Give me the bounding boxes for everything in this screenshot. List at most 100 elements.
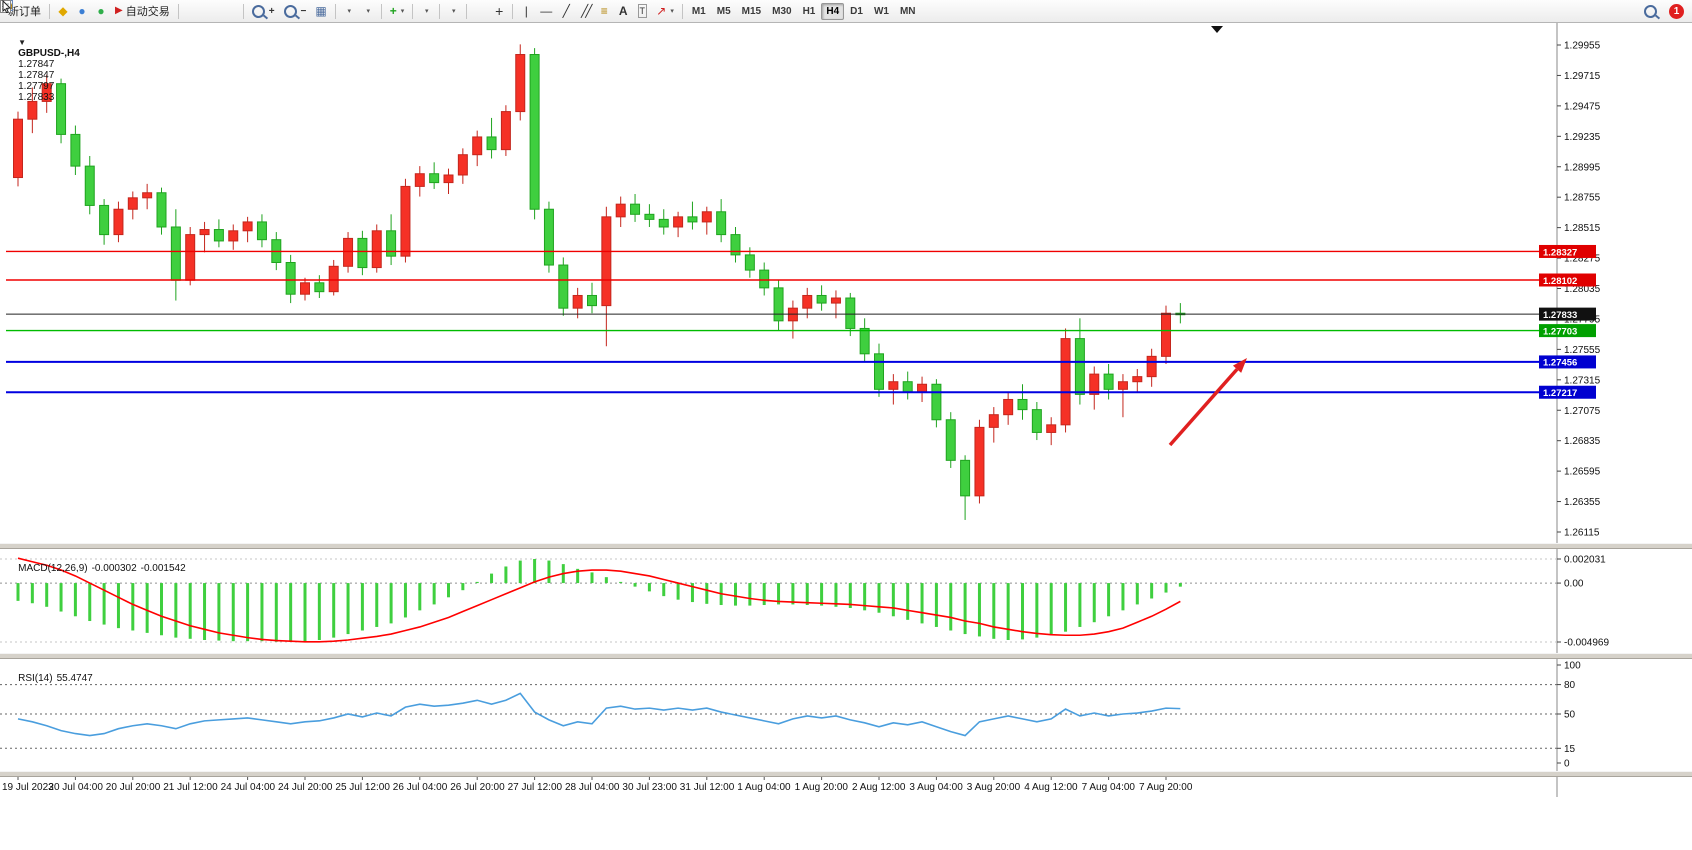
tile-windows-button[interactable]: ▦: [311, 1, 330, 21]
chart-macd-splitter[interactable]: [0, 543, 1692, 549]
svg-text:1 Aug 20:00: 1 Aug 20:00: [795, 782, 849, 793]
svg-text:80: 80: [1564, 680, 1576, 691]
svg-text:1.28995: 1.28995: [1564, 162, 1601, 173]
time-axis[interactable]: 19 Jul 2023 20 Jul 04:00 20 Jul 20:00 21 Ju…: [0, 777, 1692, 797]
svg-text:7 Aug 20:00: 7 Aug 20:00: [1139, 782, 1193, 793]
crosshair-button[interactable]: +: [490, 1, 508, 21]
timeframe-button-M15[interactable]: M15: [737, 3, 766, 20]
community-button[interactable]: ●: [92, 1, 110, 21]
horizontal-level-line[interactable]: 1.27703: [6, 324, 1596, 337]
channel-button[interactable]: ╱╱: [576, 1, 594, 21]
new-chart-button[interactable]: ▾: [0, 0, 358, 21]
horizontal-line-button[interactable]: —: [536, 1, 556, 21]
svg-text:1.27833: 1.27833: [1543, 310, 1577, 321]
indicators-icon: +: [389, 4, 397, 18]
macd-svg[interactable]: 0.002031 0.00 -0.004969: [0, 549, 1692, 653]
svg-text:1.28035: 1.28035: [1564, 284, 1601, 295]
arrows-button[interactable]: ↗ ▾: [652, 1, 678, 21]
chart-title: ▼ GBPUSD-,H4 1.27847 1.27847 1.27797 1.2…: [7, 26, 84, 114]
trendline-button[interactable]: ╱: [557, 1, 575, 21]
rsi-name: RSI(14): [18, 673, 53, 684]
market-icon: ●: [78, 4, 86, 18]
timeframe-button-M30[interactable]: M30: [767, 3, 796, 20]
toolbar-separator: [380, 3, 382, 19]
macd-label: MACD(12,26,9) -0.000302 -0.001542: [7, 552, 190, 585]
candles-layer: [13, 44, 1186, 520]
timeframe-button-MN[interactable]: MN: [895, 3, 921, 20]
rsi-time-splitter[interactable]: [0, 771, 1692, 777]
svg-text:100: 100: [1564, 661, 1581, 672]
timeframe-button-D1[interactable]: D1: [845, 3, 868, 20]
toolbar-separator: [242, 3, 244, 19]
notification-badge[interactable]: 1: [1669, 3, 1684, 19]
timeframe-button-M5[interactable]: M5: [712, 3, 736, 20]
new-order-label: 新订单: [8, 6, 41, 18]
toolbar-separator: [466, 3, 468, 19]
price-chart-panel[interactable]: 1.29955 1.29715 1.29475 1.29235 1.28995 1.287…: [0, 23, 1692, 543]
cursor-icon: [2, 0, 12, 13]
svg-text:28 Jul 04:00: 28 Jul 04:00: [565, 782, 620, 793]
svg-text:3 Aug 20:00: 3 Aug 20:00: [967, 782, 1021, 793]
indicators-button[interactable]: + ▾: [386, 1, 409, 21]
horizontal-level-line[interactable]: 1.28102: [6, 273, 1596, 287]
fibonacci-icon: ≡: [600, 4, 608, 18]
price-chart-svg[interactable]: 1.29955 1.29715 1.29475 1.29235 1.28995 1.287…: [0, 23, 1692, 543]
market-button[interactable]: ●: [73, 1, 91, 21]
trend-arrow-annotation[interactable]: [1168, 358, 1247, 447]
horizontal-level-line[interactable]: 1.27456: [6, 355, 1596, 369]
svg-text:30 Jul 23:00: 30 Jul 23:00: [622, 782, 677, 793]
macd-panel[interactable]: 0.002031 0.00 -0.004969 MACD(12,26,9) -0.00…: [0, 549, 1692, 653]
arrows-icon: ↗: [656, 4, 667, 18]
new-chart-caret-icon: ▾: [347, 8, 351, 15]
one-click-trading-collapse-icon[interactable]: ▼: [18, 38, 27, 47]
zoom-in-button[interactable]: +: [248, 1, 279, 21]
toolbar-separator: [512, 3, 514, 19]
text-label-button[interactable]: T: [633, 1, 651, 21]
search-button[interactable]: [1640, 1, 1661, 21]
macd-signal-line: [17, 557, 1181, 643]
periods-button[interactable]: ▾: [0, 0, 435, 21]
svg-text:0.00: 0.00: [1564, 579, 1584, 590]
text-button[interactable]: A: [614, 1, 632, 21]
rsi-label: RSI(14) 55.4747: [7, 662, 97, 695]
svg-text:2 Aug 12:00: 2 Aug 12:00: [852, 782, 906, 793]
auto-trading-button[interactable]: ▶ 自动交易: [111, 1, 174, 21]
timeframe-button-W1[interactable]: W1: [869, 3, 894, 20]
horizontal-level-line[interactable]: 1.27833: [6, 307, 1596, 321]
svg-text:15: 15: [1564, 744, 1576, 755]
metaeditor-icon: ◆: [58, 4, 68, 18]
fibonacci-button[interactable]: ≡: [595, 1, 613, 21]
metaeditor-button[interactable]: ◆: [54, 1, 72, 21]
timeframe-button-M1[interactable]: M1: [687, 3, 711, 20]
ohlc-open: 1.27847: [18, 59, 55, 70]
svg-text:3 Aug 04:00: 3 Aug 04:00: [909, 782, 963, 793]
zoom-out-button[interactable]: −: [280, 1, 311, 21]
svg-text:0: 0: [1564, 759, 1570, 770]
candlestick-chart-button[interactable]: [0, 1, 220, 21]
svg-text:50: 50: [1564, 710, 1576, 721]
timeframe-button-H4[interactable]: H4: [821, 2, 845, 20]
rsi-panel[interactable]: 100 80 50 15 0 RSI(14) 55.4747: [0, 659, 1692, 771]
horizontal-level-line[interactable]: 1.27217: [6, 385, 1596, 399]
templates-button[interactable]: ▾: [0, 0, 462, 21]
cursor-button[interactable]: [2, 0, 489, 21]
svg-text:1.28515: 1.28515: [1564, 223, 1601, 234]
chart-shift-marker-icon[interactable]: [1211, 26, 1223, 33]
zoom-in-icon: [251, 4, 265, 18]
svg-text:1.27075: 1.27075: [1564, 406, 1601, 417]
timeframe-button-H1[interactable]: H1: [798, 3, 821, 20]
horizontal-level-line[interactable]: 1.28327: [6, 244, 1596, 258]
profiles-button[interactable]: ▾: [0, 0, 377, 21]
vertical-line-button[interactable]: |: [517, 1, 535, 21]
auto-trading-icon: ▶: [115, 5, 123, 16]
trendline-icon: ╱: [562, 4, 570, 18]
macd-rsi-spl itter[interactable]: [0, 653, 1692, 659]
line-chart-button[interactable]: [0, 1, 239, 21]
toolbar: 新订单 ◆ ● ● ▶ 自动交易 + − ▦: [0, 0, 1692, 23]
svg-text:-0.004969: -0.004969: [1564, 638, 1609, 649]
toolbar-separator: [334, 3, 336, 19]
bar-chart-button[interactable]: [1, 1, 201, 21]
rsi-svg[interactable]: 100 80 50 15 0: [0, 659, 1692, 771]
svg-text:20 Jul 04:00: 20 Jul 04:00: [48, 782, 103, 793]
